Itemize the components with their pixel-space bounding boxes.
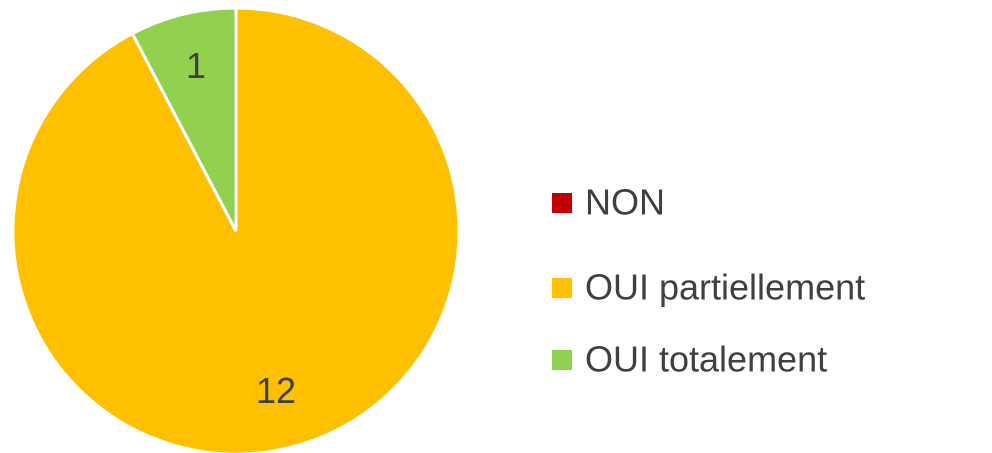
- data-label: 1: [186, 45, 206, 86]
- legend-label: OUI totalement: [585, 339, 827, 380]
- legend-swatch: [552, 350, 572, 370]
- legend-swatch: [552, 278, 572, 298]
- data-label: 12: [256, 370, 296, 411]
- legend-label: NON: [585, 182, 665, 223]
- legend-swatch: [552, 193, 572, 213]
- legend-label: OUI partiellement: [585, 267, 865, 308]
- pie-slice: [130, 6, 238, 232]
